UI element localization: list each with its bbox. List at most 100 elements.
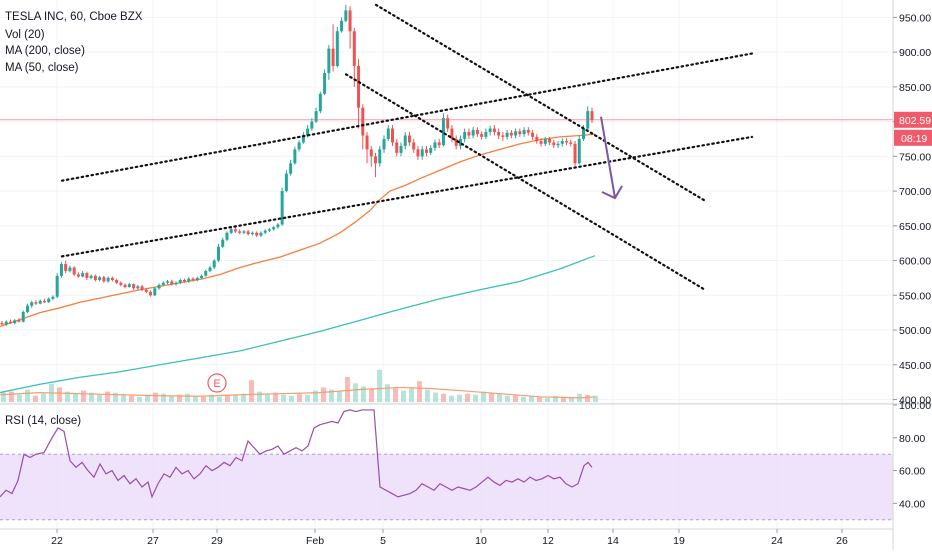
volume-bar bbox=[449, 395, 454, 402]
volume-bar bbox=[209, 394, 214, 402]
time-tick-label: Feb bbox=[306, 535, 324, 547]
volume-bar bbox=[521, 396, 526, 402]
time-tick-label: 14 bbox=[607, 535, 619, 547]
legend-ma50[interactable]: MA (50, close) bbox=[5, 62, 79, 74]
volume-bar bbox=[593, 395, 598, 402]
candle bbox=[548, 138, 552, 143]
candle bbox=[136, 286, 140, 289]
candle bbox=[331, 48, 335, 67]
candle bbox=[348, 10, 352, 32]
volume-bar bbox=[497, 393, 502, 402]
candle bbox=[556, 143, 560, 146]
candle bbox=[357, 66, 361, 108]
candle bbox=[174, 282, 178, 285]
volume-bar bbox=[377, 369, 382, 402]
candle bbox=[497, 132, 501, 136]
price-tick-label: 700.00 bbox=[899, 186, 931, 198]
candle bbox=[221, 239, 225, 247]
volume-bar bbox=[569, 397, 574, 402]
volume-bar bbox=[25, 389, 30, 402]
candle bbox=[395, 142, 399, 153]
time-tick-label: 22 bbox=[51, 535, 63, 547]
legend-vol[interactable]: Vol (20) bbox=[5, 29, 45, 41]
candle bbox=[267, 229, 271, 231]
candle bbox=[514, 131, 518, 136]
candle bbox=[365, 135, 369, 150]
rsi-tick-label: 40.00 bbox=[899, 498, 925, 510]
candle bbox=[391, 128, 395, 143]
candle bbox=[98, 277, 102, 281]
volume-bar bbox=[457, 394, 462, 402]
volume-bar bbox=[121, 393, 126, 402]
legend-ma200[interactable]: MA (200, close) bbox=[5, 45, 85, 57]
volume-bar bbox=[241, 393, 246, 402]
candle bbox=[110, 277, 114, 281]
candle bbox=[161, 282, 165, 285]
ma50-line bbox=[0, 133, 596, 328]
candle bbox=[85, 273, 89, 278]
rsi-pane bbox=[0, 409, 893, 521]
volume-bar bbox=[393, 387, 398, 402]
volume-bar bbox=[345, 377, 350, 402]
candle bbox=[229, 229, 233, 233]
candle bbox=[144, 289, 148, 292]
candle bbox=[89, 275, 93, 278]
drawings bbox=[0, 3, 893, 292]
volume-bar bbox=[81, 390, 86, 402]
volume-bar bbox=[537, 396, 542, 402]
volume-bar bbox=[553, 395, 558, 402]
price-tick-label: 950.00 bbox=[899, 12, 931, 24]
candle bbox=[577, 138, 581, 164]
candle bbox=[327, 48, 331, 73]
candle bbox=[437, 142, 441, 146]
candle bbox=[225, 232, 229, 240]
candle bbox=[539, 141, 543, 144]
candle bbox=[306, 128, 310, 136]
candle bbox=[166, 281, 170, 283]
volume-bar bbox=[561, 396, 566, 402]
candle bbox=[420, 149, 424, 157]
candle bbox=[17, 320, 21, 322]
volume-bar bbox=[329, 389, 334, 402]
volume-bar bbox=[1, 392, 6, 402]
volume-bar bbox=[353, 383, 358, 402]
candle bbox=[263, 230, 267, 233]
volume-bar bbox=[481, 391, 486, 402]
trendline bbox=[60, 135, 754, 258]
candle bbox=[458, 138, 462, 146]
candle bbox=[127, 284, 131, 287]
candle bbox=[149, 291, 153, 296]
price-tick-label: 600.00 bbox=[899, 256, 931, 268]
candle bbox=[590, 111, 594, 121]
price-tick-label: 900.00 bbox=[899, 47, 931, 59]
volume-bar bbox=[489, 392, 494, 402]
price-tick-label: 400.00 bbox=[899, 395, 931, 407]
volume-bar bbox=[297, 393, 302, 402]
candle bbox=[195, 277, 199, 281]
candle bbox=[441, 118, 445, 146]
candle bbox=[47, 298, 51, 303]
candle bbox=[416, 149, 420, 157]
legend-rsi[interactable]: RSI (14, close) bbox=[5, 415, 82, 427]
candle bbox=[314, 111, 318, 122]
candle bbox=[21, 311, 25, 322]
volume-bar bbox=[233, 394, 238, 402]
volume-bar bbox=[305, 394, 310, 402]
candle bbox=[187, 278, 191, 282]
candle bbox=[484, 132, 488, 137]
volume-bar bbox=[137, 396, 142, 402]
candle bbox=[208, 267, 212, 271]
candle bbox=[68, 267, 72, 271]
candle bbox=[480, 134, 484, 137]
candle bbox=[0, 323, 4, 325]
candle bbox=[115, 280, 119, 283]
volume-bar bbox=[153, 392, 158, 402]
price-tick-label: 550.00 bbox=[899, 290, 931, 302]
earnings-label: E bbox=[213, 378, 220, 390]
candle bbox=[13, 320, 17, 324]
time-tick-label: 26 bbox=[836, 535, 848, 547]
volume-bar bbox=[441, 393, 446, 402]
volume-bar bbox=[145, 394, 150, 402]
